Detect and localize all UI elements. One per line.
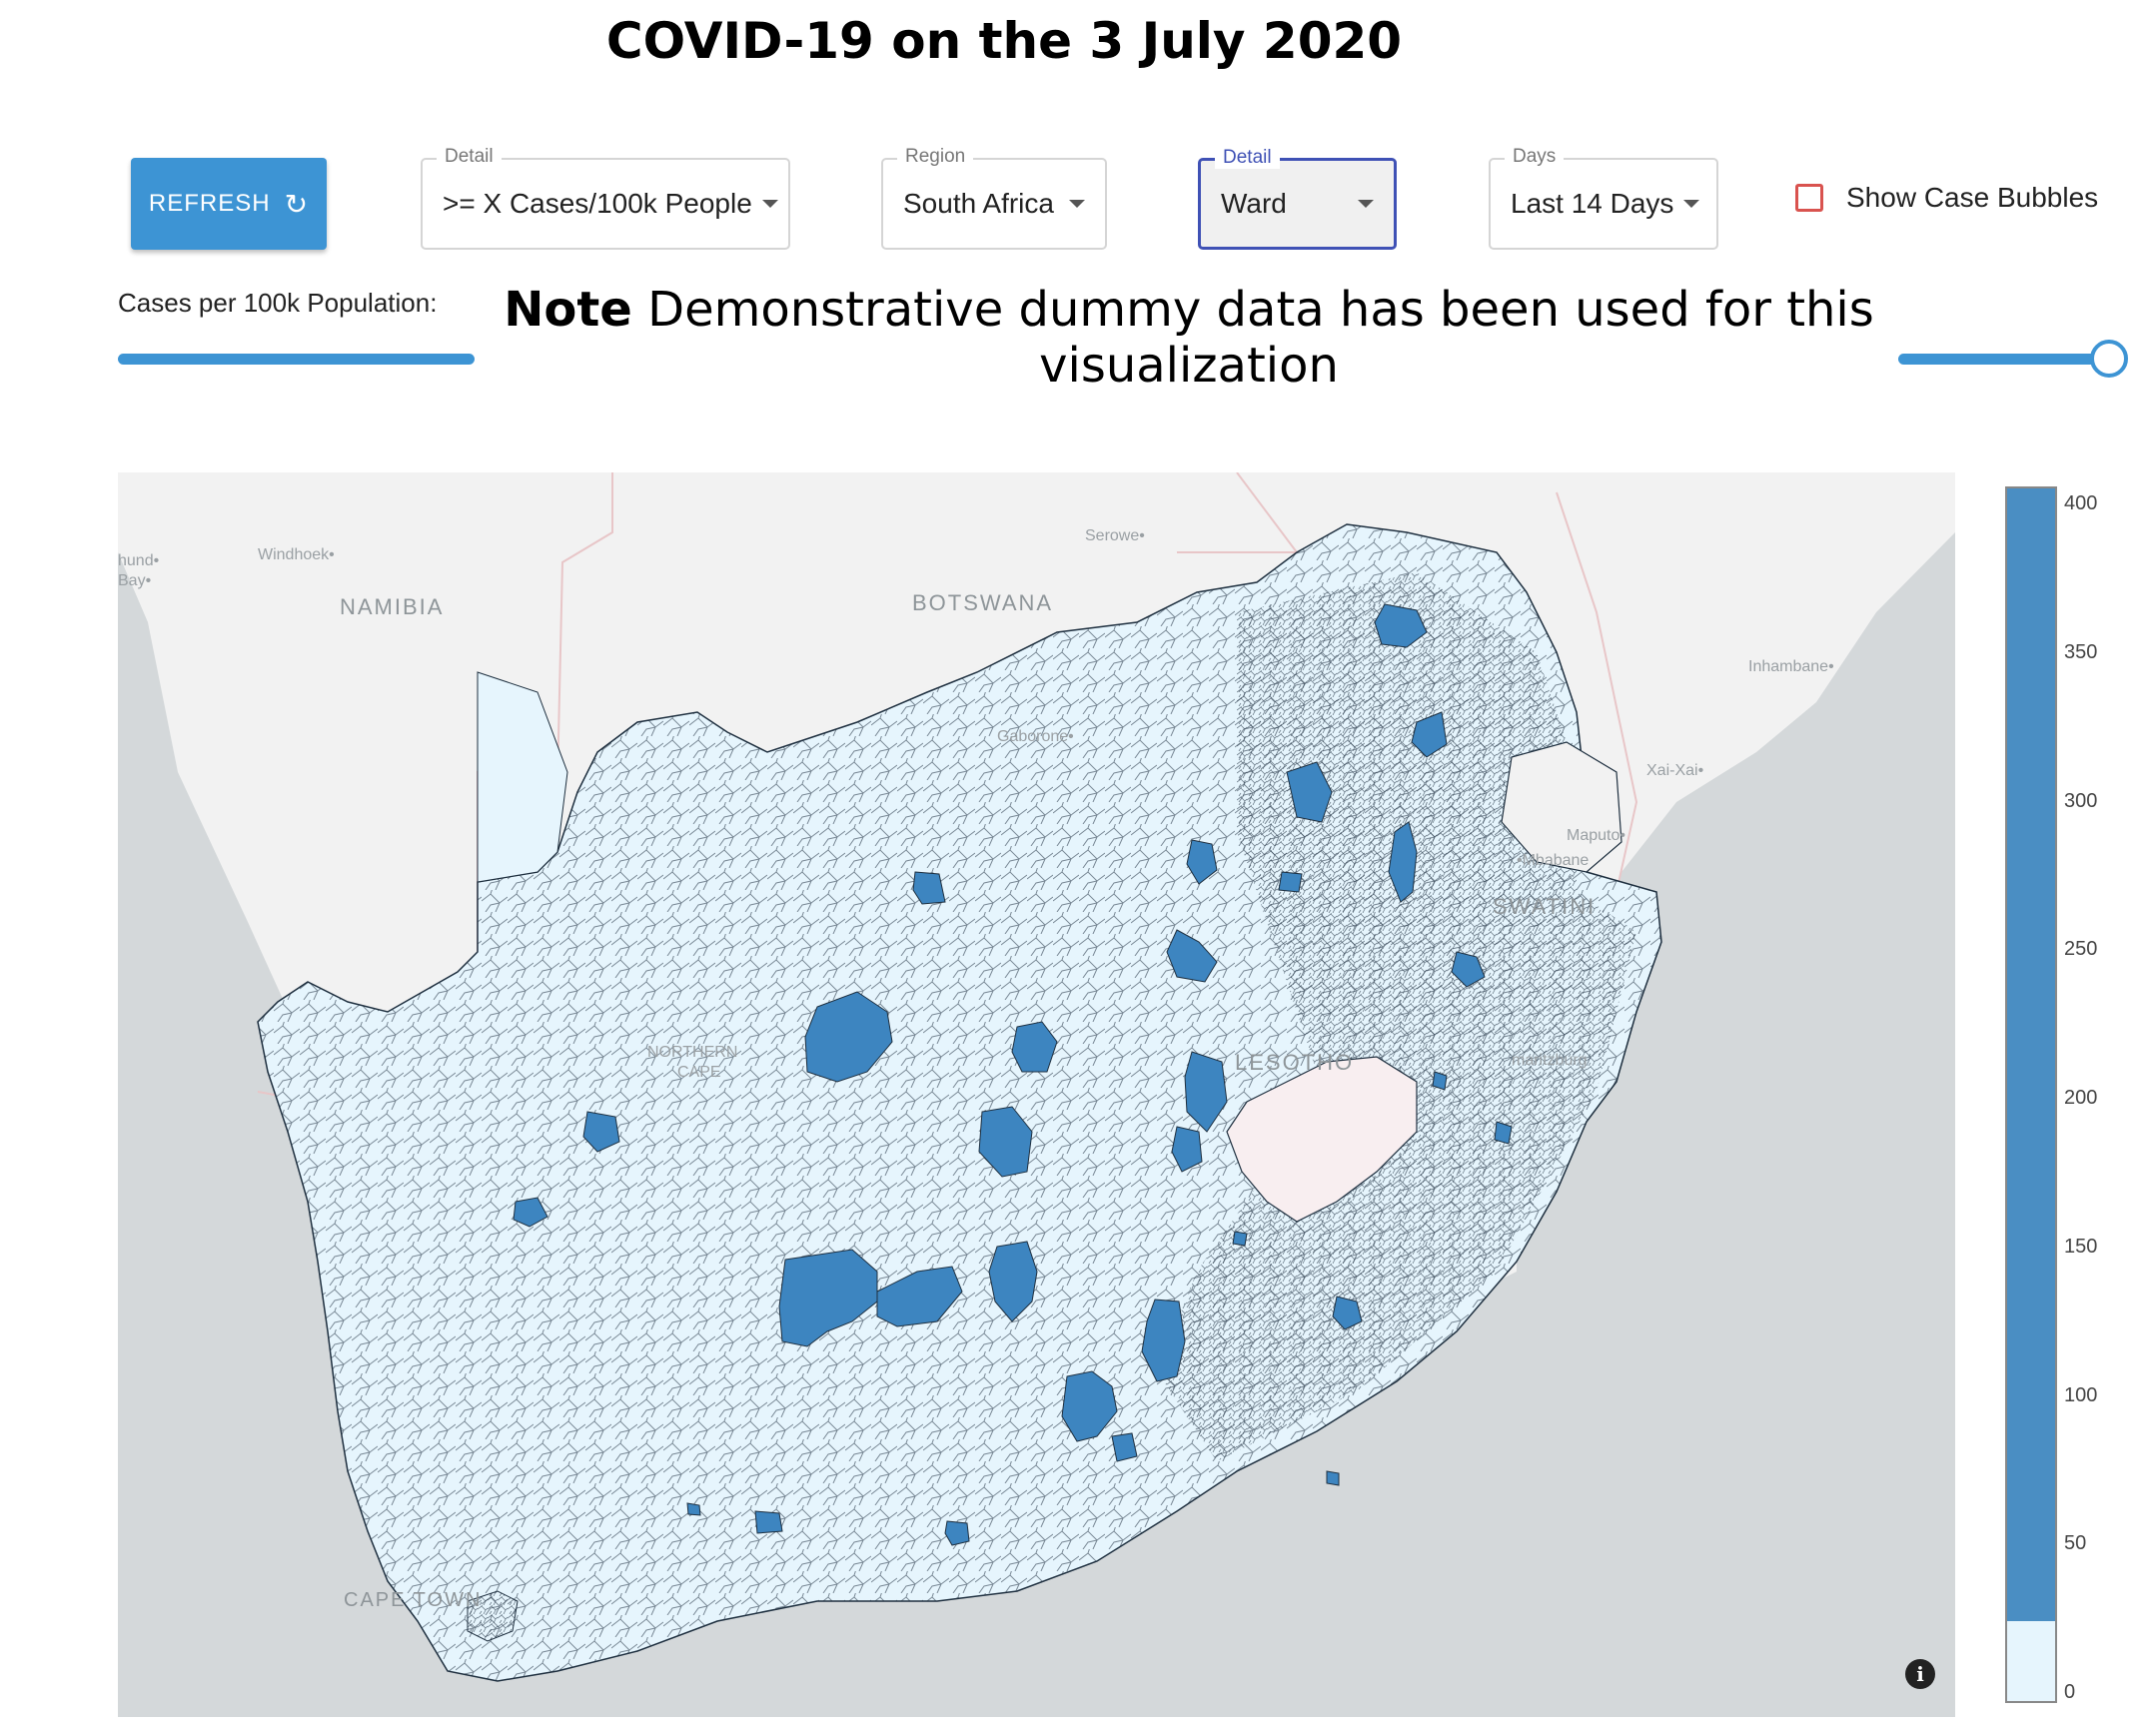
map-label-xai-xai: Xai-Xai• — [1646, 762, 1704, 779]
refresh-icon: ↻ — [284, 188, 310, 220]
high-ward — [754, 1510, 783, 1534]
high-ward — [1186, 839, 1218, 885]
info-icon[interactable]: i — [1905, 1659, 1935, 1689]
map-label-cape-town: CAPE TOWN — [344, 1589, 483, 1611]
high-ward — [876, 1266, 963, 1327]
high-ward — [1171, 1126, 1203, 1173]
high-ward — [1374, 603, 1428, 648]
cases-slider-track[interactable] — [118, 354, 475, 365]
chevron-down-icon — [1069, 200, 1085, 208]
detail-select-value: >= X Cases/100k People — [443, 188, 752, 219]
high-ward — [804, 991, 893, 1083]
note-text: Note Demonstrative dummy data has been u… — [490, 282, 1888, 394]
high-ward — [1332, 1296, 1363, 1330]
map-label-botswana: BOTSWANA — [912, 590, 1054, 615]
region-select[interactable]: Region South Africa — [881, 146, 1107, 250]
detail-select-legend: Detail — [437, 146, 502, 168]
high-ward — [1011, 1021, 1058, 1073]
high-ward — [1326, 1470, 1340, 1486]
cases-slider-thumb[interactable] — [2090, 340, 2128, 378]
high-ward — [686, 1502, 701, 1516]
high-ward — [582, 1111, 620, 1153]
high-ward — [1184, 1051, 1228, 1133]
high-ward — [978, 1106, 1033, 1178]
map-label-gaborone: Gaborone• — [997, 728, 1074, 745]
high-ward — [1278, 871, 1303, 893]
high-ward — [1061, 1370, 1118, 1442]
high-ward — [513, 1197, 548, 1228]
high-ward — [1388, 821, 1418, 903]
map-label-inhambane: Inhambane• — [1748, 658, 1834, 675]
high-ward — [1232, 1231, 1248, 1247]
high-ward — [1411, 711, 1448, 758]
chevron-down-icon — [1358, 200, 1374, 208]
cases-slider-track-right[interactable] — [1898, 354, 2098, 365]
colorbar-tick-label: 200 — [2064, 1087, 2098, 1109]
map-label-maputo: Maputo• — [1567, 827, 1625, 844]
high-ward — [944, 1520, 970, 1546]
high-ward — [988, 1241, 1038, 1322]
high-ward — [912, 871, 946, 905]
map-label-pietermaritzburg: maritzburg — [1512, 1052, 1588, 1069]
days-select[interactable]: Days Last 14 Days — [1489, 146, 1718, 250]
region-select-legend: Region — [897, 146, 974, 168]
cape-town-wards — [467, 1590, 519, 1642]
map-label-lesotho: LESOTHO — [1235, 1050, 1355, 1075]
map-label-windhoek: Windhoek• — [258, 546, 335, 563]
chevron-down-icon — [1683, 200, 1700, 208]
lesotho-shape — [1226, 1056, 1418, 1223]
map-label-northern-cape-2: CAPE — [677, 1064, 721, 1081]
high-ward — [778, 1249, 878, 1347]
map-canvas — [118, 472, 1955, 1682]
map-label-northern-cape-1: NORTHERN — [647, 1044, 738, 1061]
colorbar — [2005, 486, 2057, 1703]
refresh-button[interactable]: REFRESH ↻ — [131, 158, 327, 250]
high-ward — [1111, 1432, 1138, 1462]
high-ward — [1166, 929, 1218, 983]
detail-level-legend: Detail — [1215, 147, 1280, 169]
colorbar-tick-label: 150 — [2064, 1235, 2098, 1258]
high-ward — [1451, 951, 1486, 988]
detail-select[interactable]: Detail >= X Cases/100k People — [421, 146, 790, 250]
colorbar-tick-label: 0 — [2064, 1681, 2076, 1703]
refresh-label: REFRESH — [148, 190, 271, 217]
chevron-down-icon — [761, 200, 778, 208]
map-label-eswatini: SWATINI — [1493, 894, 1597, 919]
colorbar-tick-label: 250 — [2064, 938, 2098, 961]
region-select-value: South Africa — [903, 188, 1054, 219]
colorbar-fill — [2007, 488, 2055, 1621]
colorbar-tick-label: 350 — [2064, 640, 2098, 663]
high-ward — [1286, 761, 1333, 823]
case-bubbles-checkbox[interactable] — [1795, 184, 1823, 212]
detail-level-value: Ward — [1221, 188, 1287, 219]
case-bubbles-label: Show Case Bubbles — [1846, 182, 2099, 213]
page-title: COVID-19 on the 3 July 2020 — [605, 12, 1403, 70]
days-select-legend: Days — [1505, 146, 1565, 168]
map-label-serowe: Serowe• — [1085, 527, 1145, 544]
high-ward — [1432, 1071, 1448, 1091]
map-label-walvis-2: Bay• — [118, 572, 152, 589]
detail-level-select[interactable]: Detail Ward — [1198, 147, 1397, 250]
cases-slider-label: Cases per 100k Population: — [118, 288, 438, 318]
colorbar-tick-label: 400 — [2064, 492, 2098, 514]
high-ward — [1141, 1299, 1186, 1382]
high-ward — [1494, 1121, 1513, 1145]
note-bold: Note — [504, 282, 632, 338]
colorbar-tick-label: 50 — [2064, 1532, 2087, 1555]
choropleth-map[interactable]: Windhoek• hund• Bay• Serowe• Gaborone• I… — [118, 472, 1955, 1717]
colorbar-tick-label: 100 — [2064, 1383, 2098, 1406]
days-select-value: Last 14 Days — [1511, 188, 1674, 219]
colorbar-tick-label: 300 — [2064, 789, 2098, 812]
eswatini-shape — [1501, 741, 1622, 873]
note-body: Demonstrative dummy data has been used f… — [631, 282, 1874, 394]
map-label-namibia: NAMIBIA — [340, 594, 445, 619]
map-label-mbabane: •Mbabane — [1517, 852, 1590, 869]
map-label-walvis-1: hund• — [118, 552, 160, 569]
